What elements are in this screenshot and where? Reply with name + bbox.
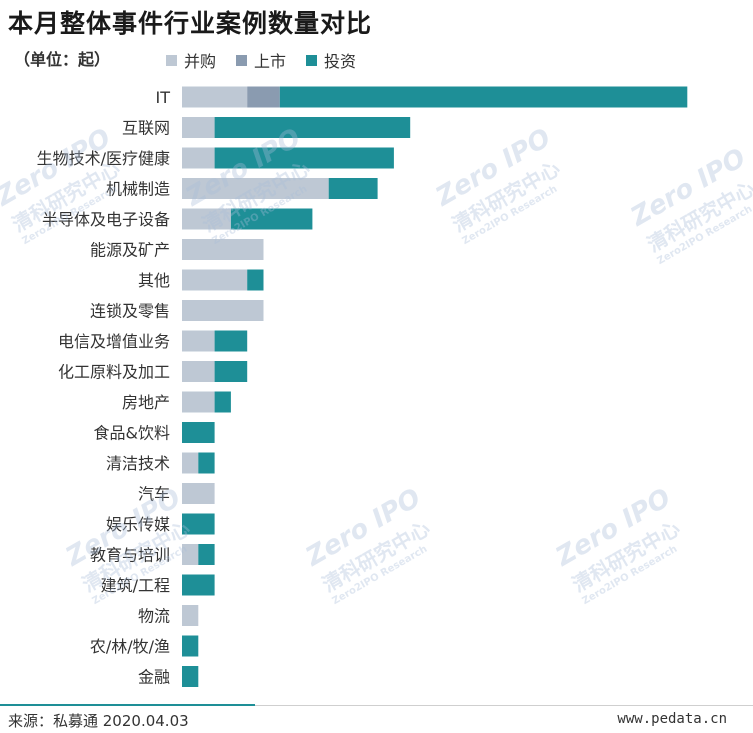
- category-label: 清洁技术: [106, 454, 170, 473]
- category-label: 电信及增值业务: [58, 332, 170, 351]
- category-label: 其他: [138, 271, 170, 290]
- bar-segment-investment: [198, 452, 215, 474]
- category-label: 娱乐传媒: [106, 515, 170, 534]
- category-label: 汽车: [138, 485, 170, 504]
- category-label: IT: [156, 88, 171, 107]
- footer-divider: [0, 705, 753, 706]
- category-label: 化工原料及加工: [58, 363, 170, 382]
- stacked-bar-chart: IT 互联网生物技术/医疗健康机械制造半导体及电子设备能源及矿产其他连锁及零售电信…: [37, 86, 688, 687]
- category-label: 互联网: [122, 119, 170, 138]
- bar-segment-merger: [182, 117, 215, 138]
- category-label: 机械制造: [106, 180, 170, 199]
- chart-title: 本月整体事件行业案例数量对比: [8, 9, 373, 38]
- bar-segment-investment: [230, 208, 313, 230]
- unit-label: （单位：起）: [14, 50, 111, 69]
- category-label: 农/林/牧/渔: [90, 637, 170, 656]
- legend-item-ipo: 上市: [236, 48, 286, 72]
- bar-segment-merger: [182, 208, 231, 230]
- bar-segment-investment: [279, 86, 688, 108]
- bar-segment-investment: [328, 178, 378, 199]
- category-label: 教育与培训: [90, 546, 170, 565]
- bar-segment-investment: [198, 544, 215, 565]
- category-label: 能源及矿产: [90, 241, 170, 260]
- legend-swatch-merger: [166, 54, 177, 66]
- bar-segment-merger: [182, 269, 248, 291]
- category-label: 金融: [138, 668, 170, 687]
- bar-segment-merger: [182, 544, 199, 565]
- bar-segment-investment: [182, 513, 215, 535]
- bar-segment-investment: [214, 361, 248, 382]
- legend-swatch-ipo: [236, 54, 248, 66]
- legend-label-merger: 并购: [184, 52, 217, 71]
- bar-segment-investment: [182, 635, 199, 657]
- bar-segment-merger: [182, 391, 215, 413]
- bar-segment-merger: [182, 239, 264, 260]
- category-label: 物流: [138, 607, 170, 626]
- bar-segment-merger: [182, 330, 215, 352]
- category-label: 房地产: [122, 393, 170, 412]
- legend-item-merger: 并购: [166, 48, 216, 72]
- bar-segment-merger: [182, 300, 264, 321]
- category-label: 半导体及电子设备: [42, 210, 170, 229]
- legend-label-ipo: 上市: [254, 52, 287, 71]
- bar-segment-ipo: [247, 86, 280, 108]
- legend: 并购 上市 投资: [166, 48, 356, 72]
- bar-segment-merger: [182, 605, 199, 626]
- source-note: 来源：私募通 2020.04.03: [8, 712, 189, 730]
- footer-accent-bar: [0, 704, 255, 706]
- category-label: 食品&饮料: [94, 424, 170, 443]
- bar-segment-merger: [182, 452, 199, 474]
- bar-segment-merger: [182, 483, 215, 504]
- bar-segment-investment: [182, 422, 215, 443]
- category-label: 建筑/工程: [101, 576, 170, 595]
- bar-segment-merger: [182, 86, 248, 108]
- bar-segment-investment: [214, 147, 394, 169]
- bar-segment-merger: [182, 147, 215, 169]
- legend-swatch-investment: [306, 54, 318, 66]
- category-label: 连锁及零售: [90, 302, 170, 321]
- bar-segment-investment: [214, 391, 231, 413]
- legend-item-investment: 投资: [306, 48, 356, 72]
- bar-segment-investment: [247, 269, 264, 291]
- bar-segment-merger: [182, 361, 215, 382]
- website-link[interactable]: www.pedata.cn: [617, 711, 727, 727]
- bar-segment-investment: [182, 574, 215, 596]
- bar-segment-investment: [182, 666, 199, 687]
- bar-segment-merger: [182, 178, 329, 199]
- legend-label-investment: 投资: [324, 52, 357, 71]
- bar-segment-investment: [214, 117, 411, 138]
- bar-segment-investment: [214, 330, 248, 352]
- category-label: 生物技术/医疗健康: [37, 149, 170, 168]
